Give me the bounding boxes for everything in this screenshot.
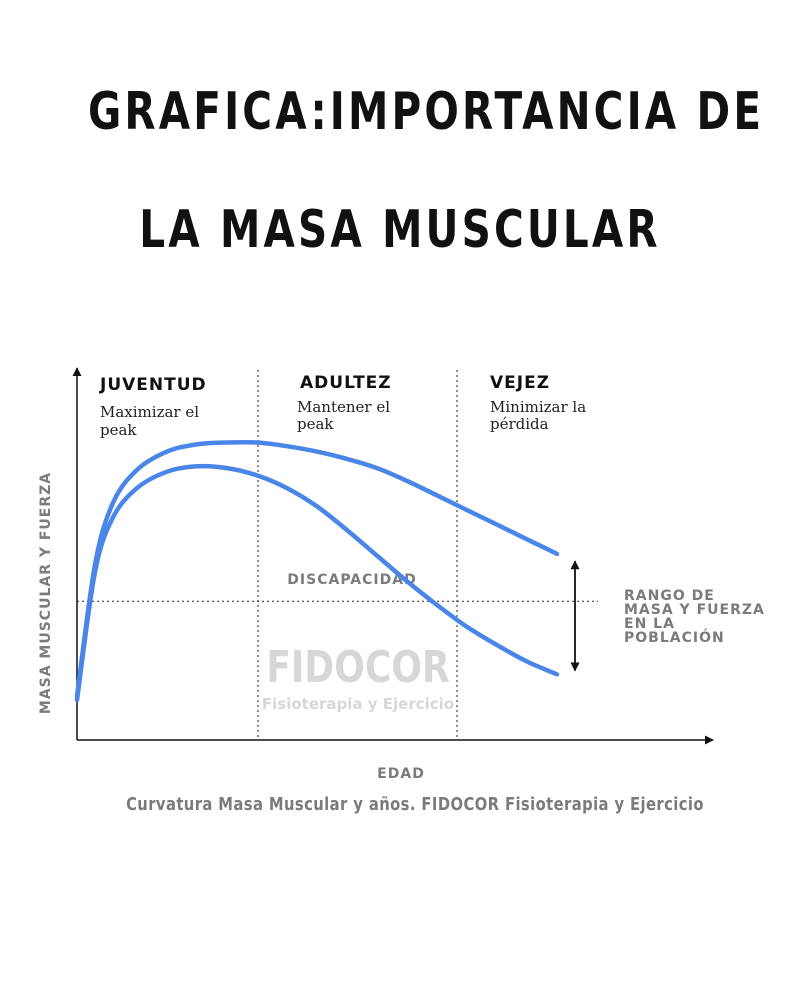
- series-line-upper: [74, 439, 560, 699]
- population-range-label-line-2: MASA Y FUERZA: [624, 602, 765, 618]
- population-range-label: RANGO DE MASA Y FUERZA EN LA POBLACIÓN: [624, 588, 765, 646]
- section-title-juventud: JUVENTUD: [99, 375, 207, 395]
- watermark-brand: FIDOCOR: [266, 643, 450, 693]
- section-subtitle-adultez-line-1: Mantener el: [297, 398, 390, 416]
- population-range-label-line-1: RANGO DE: [624, 588, 715, 604]
- section-subtitle-adultez-line-2: peak: [297, 415, 334, 433]
- watermark: FIDOCOR Fisioterapia y Ejercicio: [262, 643, 454, 713]
- x-axis-label: EDAD: [377, 766, 425, 782]
- section-title-vejez: VEJEZ: [490, 373, 550, 393]
- population-range-label-line-3: EN LA: [624, 616, 675, 632]
- watermark-tagline: Fisioterapia y Ejercicio: [262, 695, 454, 713]
- disability-threshold-label: DISCAPACIDAD: [287, 572, 416, 588]
- section-subtitle-juventud-line-1: Maximizar el: [100, 403, 199, 421]
- population-range-label-line-4: POBLACIÓN: [624, 628, 725, 646]
- series-line-lower: [74, 463, 560, 703]
- figure-caption: Curvatura Masa Muscular y años. FIDOCOR …: [126, 794, 704, 815]
- chart-title-line-1: GRAFICA:IMPORTANCIA DE: [88, 82, 765, 142]
- y-axis-label: MASA MUSCULAR Y FUERZA: [38, 472, 54, 714]
- section-subtitle-vejez-line-1: Minimizar la: [490, 398, 586, 416]
- section-title-adultez: ADULTEZ: [300, 373, 392, 393]
- section-subtitle-vejez-line-2: pérdida: [490, 415, 549, 433]
- chart-title-line-2: LA MASA MUSCULAR: [139, 200, 661, 260]
- section-subtitle-juventud-line-2: peak: [100, 421, 137, 439]
